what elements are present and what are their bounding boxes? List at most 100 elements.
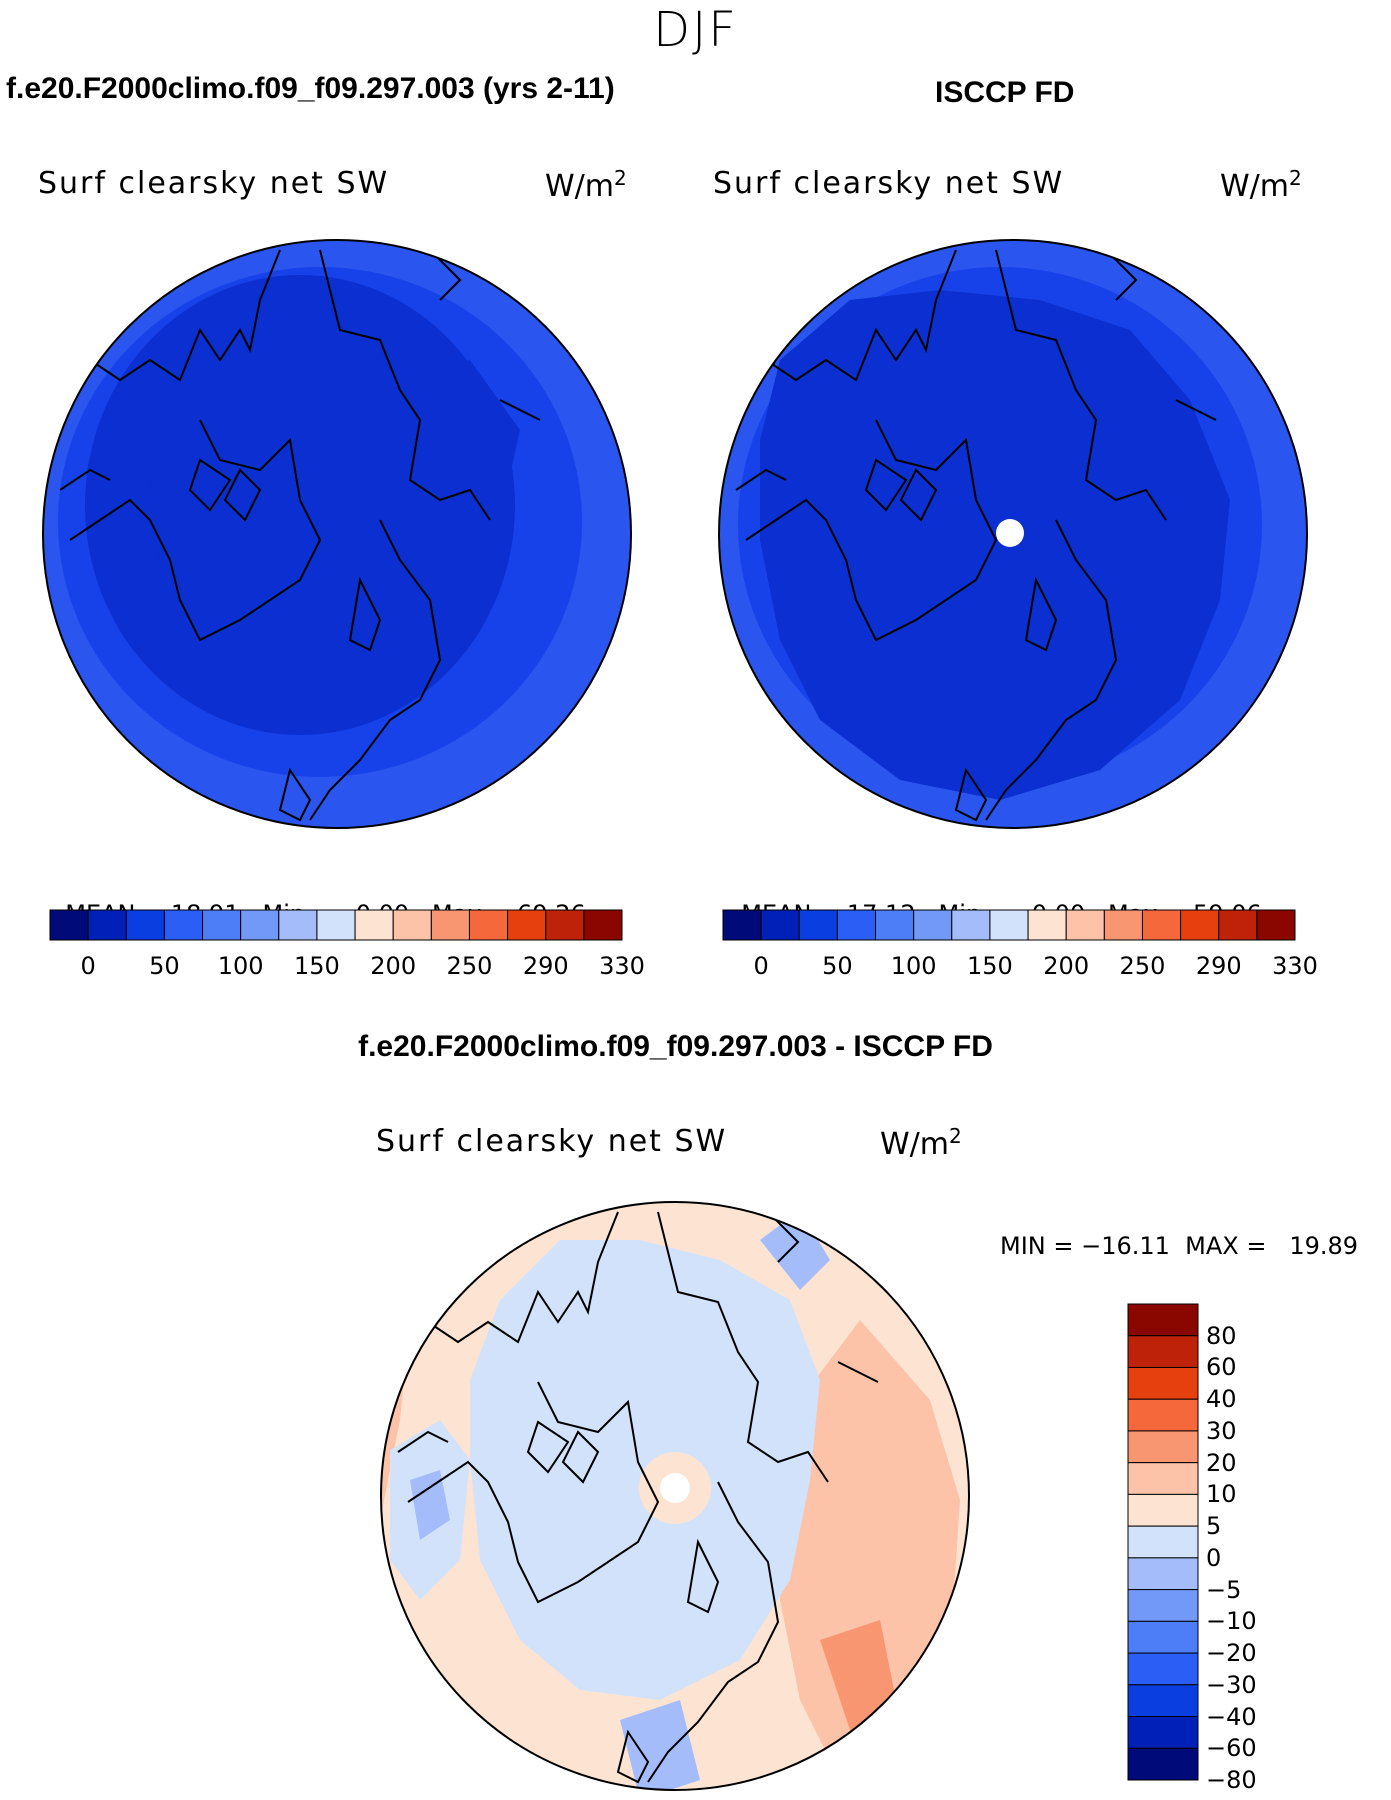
panel1-colorbar-tick-label: 290 xyxy=(522,952,569,980)
diff-colorbar-tick-label: −60 xyxy=(1206,1734,1257,1763)
panel1-map-border xyxy=(42,239,632,829)
panel1-colorbar-tick-label: 100 xyxy=(217,952,264,980)
panel1-colorbar-box xyxy=(507,909,547,941)
diff-units: W/m2 xyxy=(880,1124,962,1162)
diff-colorbar-box xyxy=(1127,1589,1199,1622)
panel2-colorbar-box xyxy=(836,909,877,941)
diff-colorbar-box xyxy=(1127,1303,1199,1337)
diff-case-title: f.e20.F2000climo.f09_f09.297.003 - ISCCP… xyxy=(358,1030,993,1063)
panel2-colorbar-box xyxy=(1141,909,1182,941)
panel2-colorbar-box xyxy=(1027,909,1067,941)
diff-coastlines xyxy=(397,1211,879,1784)
panel2-colorbar-box xyxy=(951,909,991,941)
panel1-colorbar-tick-label: 200 xyxy=(370,952,417,980)
panel2-colorbar xyxy=(722,909,1296,941)
panel1-colorbar-tick-label: 150 xyxy=(294,952,340,980)
panel2-variable: Surf clearsky net SW xyxy=(713,166,1065,201)
panel2-colorbar-tick-label: 100 xyxy=(890,952,937,980)
diff-colorbar-box xyxy=(1127,1430,1199,1464)
panel2-colorbar-box xyxy=(1180,909,1220,941)
panel1-colorbar xyxy=(49,909,623,941)
diff-colorbar-tick-label: 0 xyxy=(1206,1543,1222,1572)
panel1-colorbar-box xyxy=(125,909,165,941)
diff-colorbar-tick-label: 80 xyxy=(1206,1321,1237,1350)
panel2-colorbar-box xyxy=(913,909,953,941)
diff-colorbar xyxy=(1127,1303,1199,1781)
diff-colorbar-tick-label: −30 xyxy=(1206,1670,1257,1699)
diff-colorbar-box xyxy=(1127,1747,1199,1781)
panel2-colorbar-box xyxy=(989,909,1029,941)
season-title: DJF xyxy=(653,2,738,58)
diff-colorbar-tick-label: 60 xyxy=(1206,1353,1237,1382)
diff-colorbar-tick-label: −80 xyxy=(1206,1766,1257,1794)
panel2-colorbar-ticks: 0 50 100 150 200 250 290 330 xyxy=(723,952,1317,982)
diff-colorbar-box xyxy=(1127,1652,1199,1686)
panel2-inner-field xyxy=(760,290,1230,800)
panel1-colorbar-box xyxy=(278,909,318,941)
diff-colorbar-box xyxy=(1127,1620,1199,1654)
panel2-colorbar-tick-label: 330 xyxy=(1272,952,1318,980)
panel1-colorbar-box xyxy=(430,909,470,941)
panel1-colorbar-box xyxy=(87,909,127,941)
diff-colorbar-tick-label: 10 xyxy=(1206,1480,1237,1509)
panel2-pole-missing-data xyxy=(996,519,1024,547)
panel1-coastlines xyxy=(59,249,541,822)
diff-colorbar-tick-label: 5 xyxy=(1206,1512,1222,1541)
panel2-colorbar-tick-label: 200 xyxy=(1043,952,1090,980)
diff-colorbar-ticks: 80 60 40 30 20 10 5 0 −5 −10 −20 −30 −40 −60 −80 xyxy=(1206,1304,1286,1794)
panel1-colorbar-ticks: 0 50 100 150 200 250 290 330 xyxy=(50,952,644,982)
panel2-units: W/m2 xyxy=(1220,166,1302,204)
diff-colorbar-box xyxy=(1127,1557,1199,1591)
panel1-variable: Surf clearsky net SW xyxy=(38,166,390,201)
diff-colorbar-tick-label: −5 xyxy=(1206,1575,1242,1604)
diff-blue-west-dark xyxy=(410,1470,450,1540)
diff-colorbar-box xyxy=(1127,1398,1199,1432)
diff-blue-south xyxy=(620,1700,700,1790)
panel2-map-border xyxy=(718,239,1308,829)
panel2-case-title: ISCCP FD xyxy=(935,76,1075,109)
panel1-colorbar-box xyxy=(240,909,280,941)
panel2-colorbar-box xyxy=(722,909,762,941)
diff-colorbar-box xyxy=(1127,1335,1199,1368)
panel2-coastlines xyxy=(735,249,1217,822)
panel1-core-field xyxy=(150,350,520,720)
panel1-colorbar-tick-label: 0 xyxy=(80,952,96,980)
panel2-colorbar-tick-label: 150 xyxy=(967,952,1013,980)
diff-colorbar-box xyxy=(1127,1366,1199,1400)
panel1-case-title: f.e20.F2000climo.f09_f09.297.003 (yrs 2-… xyxy=(6,72,615,105)
panel1-colorbar-box xyxy=(392,909,432,941)
diff-colorbar-tick-label: 30 xyxy=(1206,1416,1237,1445)
diff-variable: Surf clearsky net SW xyxy=(376,1124,728,1159)
panel2-colorbar-tick-label: 250 xyxy=(1119,952,1166,980)
diff-colorbar-box xyxy=(1127,1493,1199,1527)
panel2-colorbar-box xyxy=(1065,909,1105,941)
panel1-colorbar-box xyxy=(468,909,509,941)
panel1-colorbar-box xyxy=(316,909,356,941)
diff-colorbar-tick-label: 20 xyxy=(1206,1448,1237,1477)
panel1-colorbar-box xyxy=(545,909,585,941)
diff-colorbar-tick-label: 40 xyxy=(1206,1385,1237,1414)
diff-blue-north xyxy=(760,1210,830,1290)
diff-colorbar-tick-label: −10 xyxy=(1206,1607,1257,1636)
panel1-colorbar-box xyxy=(163,909,204,941)
panel1-colorbar-box xyxy=(49,909,89,941)
diff-pole-missing-data xyxy=(660,1473,690,1503)
diff-colorbar-tick-label: −40 xyxy=(1206,1702,1257,1731)
panel1-colorbar-tick-label: 50 xyxy=(149,952,180,980)
panel2-colorbar-tick-label: 290 xyxy=(1195,952,1242,980)
diff-orange-west-dark xyxy=(381,1300,400,1400)
panel2-colorbar-box xyxy=(875,909,915,941)
panel2-colorbar-box xyxy=(1103,909,1143,941)
diff-colorbar-tick-label: −20 xyxy=(1206,1639,1257,1668)
panel2-colorbar-tick-label: 50 xyxy=(822,952,853,980)
diff-colorbar-box xyxy=(1127,1716,1199,1749)
panel1-colorbar-tick-label: 250 xyxy=(446,952,493,980)
panel2-colorbar-box xyxy=(1256,909,1296,941)
panel2-colorbar-tick-label: 0 xyxy=(753,952,769,980)
diff-map-border xyxy=(380,1201,970,1791)
diff-colorbar-box xyxy=(1127,1684,1199,1718)
panel1-colorbar-box xyxy=(354,909,394,941)
panel1-colorbar-box xyxy=(583,909,623,941)
panel2-colorbar-box xyxy=(760,909,800,941)
